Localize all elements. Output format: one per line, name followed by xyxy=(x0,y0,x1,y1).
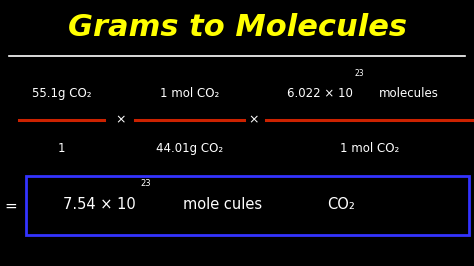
Text: ×: × xyxy=(116,113,126,126)
Text: 7.54 × 10: 7.54 × 10 xyxy=(63,197,136,212)
Text: ×: × xyxy=(248,113,259,126)
Text: 1: 1 xyxy=(58,143,65,155)
Text: mole cules: mole cules xyxy=(183,197,262,212)
Text: 23: 23 xyxy=(141,179,151,188)
Text: 55.1g CO₂: 55.1g CO₂ xyxy=(32,87,91,99)
Text: CO₂: CO₂ xyxy=(328,197,355,212)
Text: 1 mol CO₂: 1 mol CO₂ xyxy=(160,87,219,99)
Text: molecules: molecules xyxy=(379,87,438,99)
Text: =: = xyxy=(4,199,17,214)
Text: 6.022 × 10: 6.022 × 10 xyxy=(287,87,353,99)
Text: Grams to Molecules: Grams to Molecules xyxy=(67,13,407,43)
Text: 1 mol CO₂: 1 mol CO₂ xyxy=(340,143,399,155)
Text: 44.01g CO₂: 44.01g CO₂ xyxy=(156,143,223,155)
Text: 23: 23 xyxy=(355,69,364,78)
